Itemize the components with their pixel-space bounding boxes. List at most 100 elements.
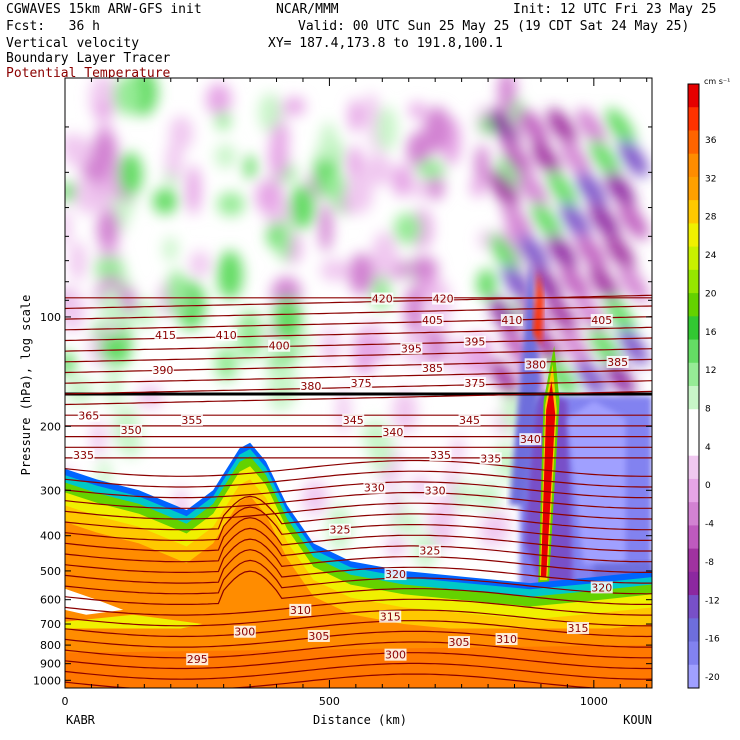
- updraft-core: [540, 380, 556, 578]
- theta-label-bg: [342, 413, 365, 426]
- colorbar-frame: [687, 83, 700, 689]
- velocity-blob: [215, 144, 236, 169]
- theta-contour: [65, 506, 652, 542]
- theta-label-bg: [463, 335, 486, 348]
- theta-label: 385: [422, 362, 443, 375]
- wave-blob: [489, 233, 519, 272]
- theta-label: 335: [480, 452, 501, 465]
- velocity-blob: [237, 309, 262, 361]
- theta-label-bg: [400, 342, 423, 355]
- valid-time: Valid: 00 UTC Sun 25 May 25 (19 CDT Sat …: [298, 19, 690, 34]
- theta-label-bg: [421, 361, 444, 374]
- colorbar-swatch: [688, 595, 699, 619]
- theta-contour: [65, 316, 652, 331]
- theta-label: 345: [343, 414, 364, 427]
- field-label-theta: Potential Temperature: [6, 66, 171, 81]
- tracer-band-surface-deep: [65, 645, 652, 688]
- colorbar-label: 16: [705, 328, 717, 338]
- theta-contour: [65, 652, 652, 670]
- theta-contour: [65, 549, 652, 584]
- theta-label-bg: [418, 544, 441, 557]
- theta-contour: [65, 369, 652, 384]
- colorbar-swatch: [688, 455, 699, 480]
- tracer-yellow-low: [65, 614, 203, 631]
- theta-label-bg: [299, 380, 322, 393]
- colorbar-label: 36: [705, 136, 717, 146]
- theta-label: 300: [385, 649, 406, 662]
- velocity-blob: [106, 363, 121, 409]
- theta-label-bg: [424, 484, 447, 497]
- velocity-blob: [217, 192, 245, 217]
- theta-label: 380: [300, 380, 321, 393]
- colorbar-label: 4: [705, 443, 711, 453]
- wave-blob: [502, 139, 532, 178]
- plot-area: 415 410 400 420 420 405 395 395 410 405 390 385 375 3…: [65, 78, 652, 688]
- velocity-blob: [393, 212, 422, 245]
- velocity-blob: [97, 208, 120, 251]
- wave-blob: [531, 202, 561, 240]
- x-tick-label: 0: [62, 695, 69, 708]
- wave-blob: [502, 202, 532, 240]
- x-axis-label: Distance (km): [313, 713, 407, 727]
- velocity-blob: [413, 179, 428, 200]
- theta-label: 410: [216, 329, 237, 342]
- wave-blob: [605, 359, 635, 397]
- velocity-blob: [323, 173, 346, 200]
- velocity-blob: [348, 99, 363, 133]
- theta-label: 310: [496, 633, 517, 646]
- wave-blob: [605, 170, 635, 209]
- y-axis-label: Pressure (hPa), log scale: [19, 295, 33, 476]
- velocity-blob: [94, 256, 125, 282]
- velocity-blob: [362, 153, 393, 186]
- wave-blob: [531, 265, 561, 303]
- theta-label: 365: [78, 410, 99, 423]
- colorbar-swatch: [688, 200, 699, 224]
- theta-label-bg: [328, 523, 351, 536]
- theta-label: 420: [372, 293, 393, 306]
- theta-label: 325: [329, 524, 350, 537]
- theta-contour: [65, 470, 652, 488]
- theta-label-bg: [458, 413, 481, 426]
- theta-label: 320: [385, 568, 406, 581]
- velocity-blob: [65, 134, 92, 167]
- wave-blob: [618, 265, 649, 303]
- theta-label: 415: [155, 329, 176, 342]
- theta-label: 420: [433, 293, 454, 306]
- wave-blob: [576, 108, 606, 146]
- colorbar-swatch: [688, 107, 699, 131]
- theta-label-bg: [590, 581, 613, 594]
- wave-blob: [560, 265, 590, 303]
- theta-label-bg: [381, 425, 404, 438]
- velocity-blob: [167, 269, 187, 316]
- field-label-vertical-velocity: Vertical velocity: [6, 36, 140, 51]
- velocity-blob: [169, 115, 194, 151]
- init-time: Init: 12 UTC Fri 23 May 25: [513, 2, 717, 17]
- theta-contour: [65, 491, 652, 509]
- velocity-blob: [444, 466, 459, 515]
- velocity-blob: [427, 173, 445, 201]
- velocity-blob: [255, 179, 284, 215]
- plot-frame: [64, 77, 653, 689]
- theta-label: 405: [422, 314, 443, 327]
- velocity-blob: [451, 435, 464, 467]
- theta-label: 325: [419, 545, 440, 558]
- theta-label: 400: [269, 340, 290, 353]
- velocity-blob: [416, 159, 445, 180]
- velocity-blob: [376, 106, 398, 152]
- theta-label-bg: [500, 314, 523, 327]
- theta-label: 380: [525, 358, 546, 371]
- theta-label-bg: [479, 452, 502, 465]
- colorbar-swatch: [688, 618, 699, 643]
- velocity-blob: [319, 122, 338, 164]
- theta-label: 315: [380, 611, 401, 624]
- velocity-blob: [347, 145, 363, 180]
- wave-blob: [489, 359, 519, 397]
- colorbar-swatch: [688, 664, 699, 689]
- theta-label-bg: [524, 358, 547, 371]
- theta-label-bg: [72, 449, 95, 462]
- velocity-blob: [406, 131, 432, 168]
- velocity-blob: [319, 202, 333, 253]
- velocity-blob: [297, 328, 311, 360]
- velocity-blob: [217, 250, 243, 300]
